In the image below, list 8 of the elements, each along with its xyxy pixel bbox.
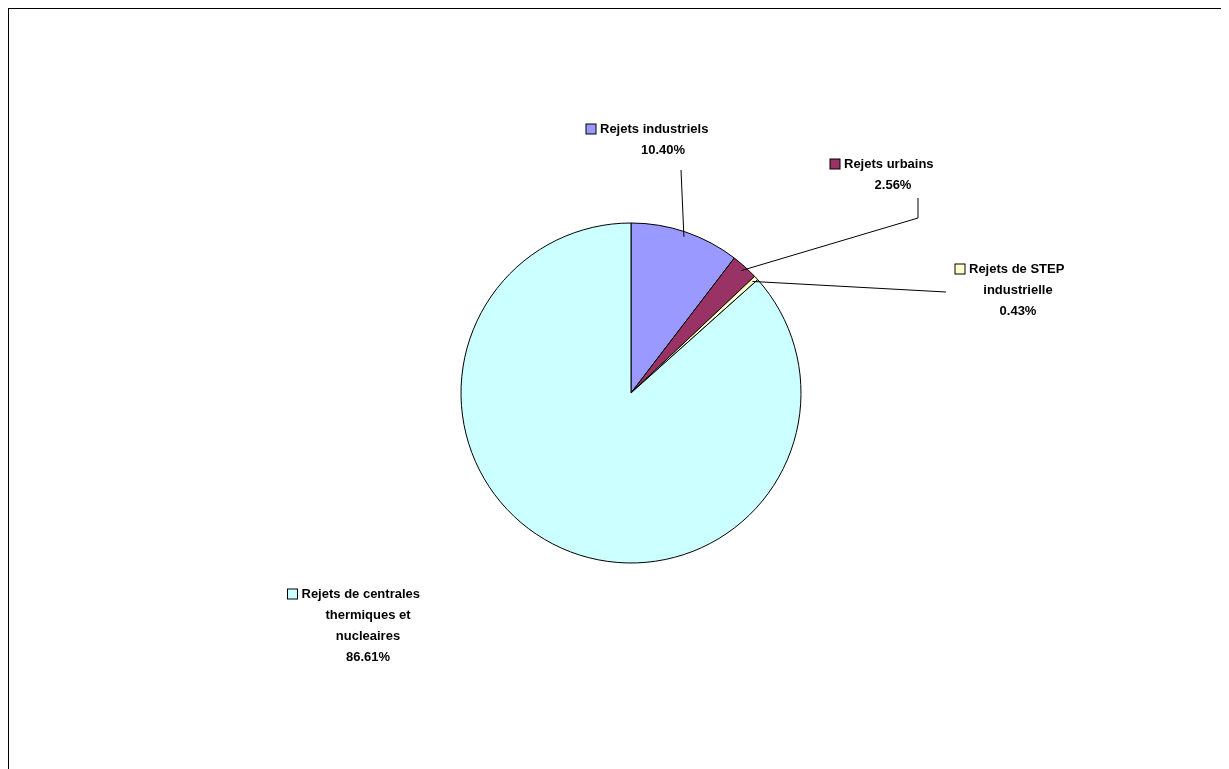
data-label: 0.43%: [999, 303, 1037, 318]
legend-label: Rejets de centrales thermiques et nucleaires: [301, 586, 421, 643]
data-label: 10.40%: [640, 142, 686, 157]
legend-label: Rejets de STEP industrielle: [969, 261, 1065, 297]
legend-label: Rejets industriels: [600, 121, 709, 136]
data-label: 86.61%: [345, 649, 391, 664]
data-label: 2.56%: [874, 177, 912, 192]
legend-label: Rejets urbains: [844, 156, 934, 171]
